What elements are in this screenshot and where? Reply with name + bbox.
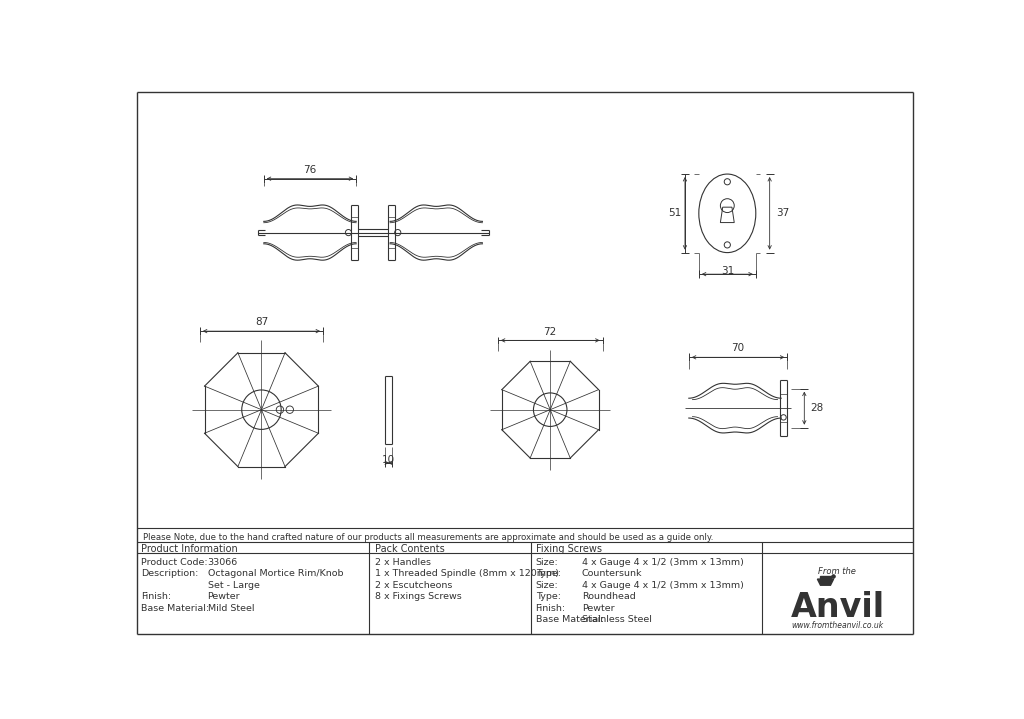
- Text: 1 x Threaded Spindle (8mm x 120mm): 1 x Threaded Spindle (8mm x 120mm): [376, 569, 559, 578]
- Text: 2 x Handles: 2 x Handles: [376, 557, 431, 567]
- Text: Anvil: Anvil: [791, 592, 885, 624]
- Text: Base Material:: Base Material:: [536, 615, 604, 624]
- Text: Finish:: Finish:: [536, 604, 565, 613]
- Text: Type:: Type:: [536, 569, 560, 578]
- Text: 37: 37: [776, 209, 790, 219]
- Polygon shape: [817, 579, 834, 585]
- Text: www.fromtheanvil.co.uk: www.fromtheanvil.co.uk: [792, 620, 884, 630]
- Text: 33066: 33066: [208, 557, 238, 567]
- Text: Please Note, due to the hand crafted nature of our products all measurements are: Please Note, due to the hand crafted nat…: [143, 533, 714, 542]
- Text: Product Information: Product Information: [141, 544, 239, 554]
- Polygon shape: [819, 576, 831, 579]
- Text: Roundhead: Roundhead: [582, 592, 636, 601]
- Text: Stainless Steel: Stainless Steel: [582, 615, 651, 624]
- Text: 4 x Gauge 4 x 1/2 (3mm x 13mm): 4 x Gauge 4 x 1/2 (3mm x 13mm): [582, 581, 743, 590]
- Text: Octagonal Mortice Rim/Knob: Octagonal Mortice Rim/Knob: [208, 569, 343, 578]
- Text: Mild Steel: Mild Steel: [208, 604, 254, 613]
- Text: Finish:: Finish:: [141, 592, 171, 601]
- Text: Countersunk: Countersunk: [582, 569, 642, 578]
- Text: 70: 70: [731, 344, 744, 354]
- Text: 51: 51: [668, 209, 681, 219]
- Text: Set - Large: Set - Large: [208, 581, 259, 590]
- Text: 2 x Escutcheons: 2 x Escutcheons: [376, 581, 453, 590]
- Text: From the: From the: [818, 567, 856, 576]
- Text: 72: 72: [544, 326, 557, 336]
- Text: Base Material:: Base Material:: [141, 604, 210, 613]
- Text: 28: 28: [810, 403, 823, 413]
- Ellipse shape: [698, 174, 756, 252]
- Text: 10: 10: [382, 455, 395, 465]
- Text: 8 x Fixings Screws: 8 x Fixings Screws: [376, 592, 462, 601]
- Text: Size:: Size:: [536, 581, 558, 590]
- Text: Product Code:: Product Code:: [141, 557, 208, 567]
- Text: Fixing Screws: Fixing Screws: [536, 544, 601, 554]
- Text: 31: 31: [721, 267, 734, 277]
- Text: Size:: Size:: [536, 557, 558, 567]
- Text: 4 x Gauge 4 x 1/2 (3mm x 13mm): 4 x Gauge 4 x 1/2 (3mm x 13mm): [582, 557, 743, 567]
- Text: Pewter: Pewter: [582, 604, 614, 613]
- Text: Pewter: Pewter: [208, 592, 241, 601]
- Text: Type:: Type:: [536, 592, 560, 601]
- Text: 76: 76: [303, 165, 316, 175]
- Text: Pack Contents: Pack Contents: [376, 544, 445, 554]
- Text: 87: 87: [255, 317, 268, 327]
- Text: Description:: Description:: [141, 569, 199, 578]
